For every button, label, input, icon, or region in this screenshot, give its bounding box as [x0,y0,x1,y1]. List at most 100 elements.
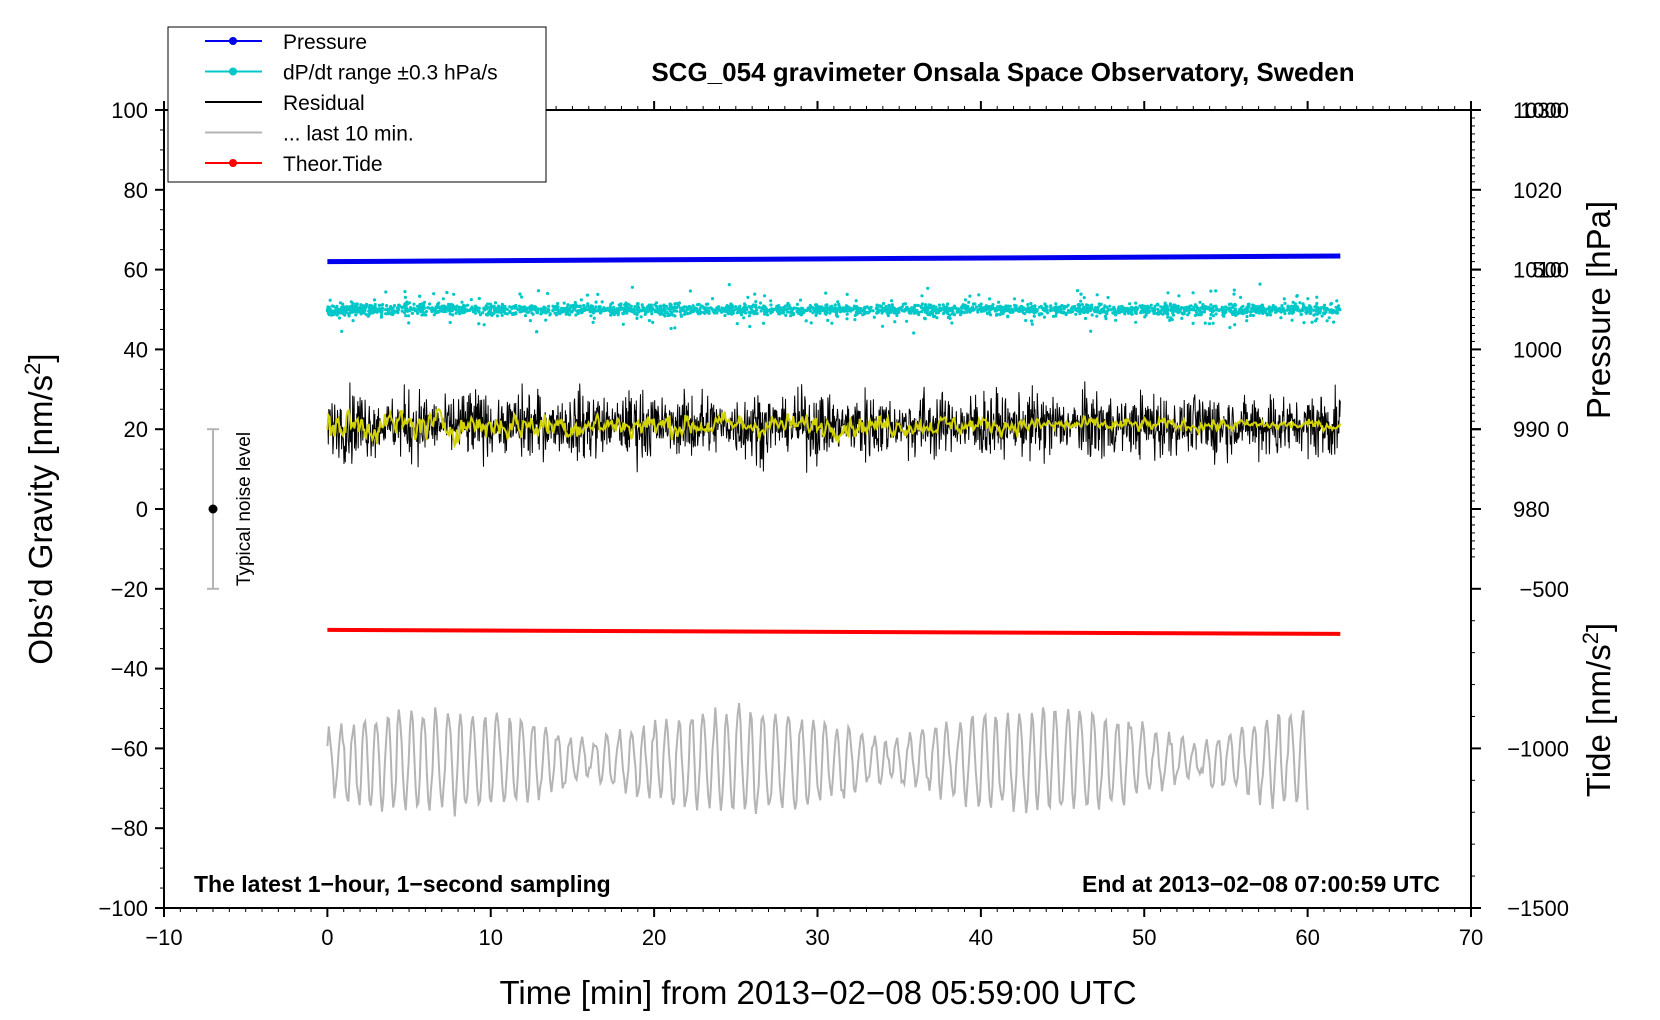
dpdt-point [1065,313,1068,316]
dpdt-point [1265,311,1268,314]
dpdt-point [497,310,500,313]
dpdt-point [1031,323,1034,326]
dpdt-point [689,311,692,314]
tide-tick-label: −1000 [1507,736,1569,761]
dpdt-point [1143,307,1146,310]
dpdt-point [1172,304,1175,307]
y-axis-title-tide-sup: 2 [1578,632,1603,644]
dpdt-point [514,304,517,307]
dpdt-point [942,312,945,315]
dpdt-point [762,322,765,325]
dpdt-point [1282,308,1285,311]
dpdt-point [1067,304,1070,307]
dpdt-point [379,308,382,311]
dpdt-point [1229,307,1232,310]
dpdt-point [520,310,523,313]
dpdt-point [437,310,440,313]
dpdt-point [347,308,350,311]
dpdt-point [1081,307,1084,310]
dpdt-point [746,296,749,299]
y-tick-label: −40 [111,657,148,682]
legend-label: Residual [283,92,365,115]
dpdt-point [1067,309,1070,312]
dpdt-point [866,305,869,308]
dpdt-point [1148,306,1151,309]
dpdt-point [1183,312,1186,315]
dpdt-point [1138,304,1141,307]
dpdt-point [912,331,915,334]
dpdt-point [1249,310,1252,313]
dpdt-point [595,301,598,304]
dpdt-point [461,311,464,314]
dpdt-point [960,306,963,309]
dpdt-point [495,307,498,310]
dpdt-point [644,311,647,314]
dpdt-point [988,297,991,300]
legend-marker [229,37,237,45]
dpdt-point [1095,315,1098,318]
dpdt-point [1098,303,1101,306]
dpdt-point [745,308,748,311]
dpdt-point [938,309,941,312]
dpdt-point [790,310,793,313]
dpdt-point [1209,303,1212,306]
x-tick-label: 70 [1459,925,1483,950]
dpdt-point [1292,307,1295,310]
dpdt-point [989,308,992,311]
dpdt-point [1286,307,1289,310]
dpdt-point [436,303,439,306]
chart-title: SCG_054 gravimeter Onsala Space Observat… [651,57,1354,87]
dpdt-point [763,294,766,297]
dpdt-point [1145,311,1148,314]
dpdt-point [566,310,569,313]
dpdt-point [1261,304,1264,307]
dpdt-point [404,296,407,299]
dpdt-point [1170,306,1173,309]
dpdt-point [477,322,480,325]
series-dpdt [326,283,1342,335]
dpdt-point [548,313,551,316]
dpdt-point [705,303,708,306]
dpdt-point [1296,309,1299,312]
dpdt-point [648,304,651,307]
dpdt-point [769,299,772,302]
dpdt-point [341,303,344,306]
dpdt-point [1033,308,1036,311]
dpdt-point [532,313,535,316]
dpdt-point [460,301,463,304]
dpdt-point [655,301,658,304]
y-tick-label: −80 [111,816,148,841]
dpdt-point [890,306,893,309]
y-tick-label: −60 [111,736,148,761]
dpdt-point [589,310,592,313]
dpdt-point [760,309,763,312]
dpdt-point [1156,303,1159,306]
dpdt-point [810,321,813,324]
dpdt-point [1177,294,1180,297]
dpdt-point [625,312,628,315]
dpdt-point [1081,303,1084,306]
legend: PressuredP/dt range ±0.3 hPa/sResidual..… [168,27,546,182]
dpdt-point [494,301,497,304]
dpdt-point [1127,311,1130,314]
dpdt-point [596,293,599,296]
dpdt-point [1215,312,1218,315]
dpdt-point [1234,304,1237,307]
tide-tick-label: 0 [1557,417,1569,442]
dpdt-point [431,309,434,312]
dpdt-point [696,310,699,313]
dpdt-point [782,306,785,309]
dpdt-point [438,306,441,309]
dpdt-point [1204,322,1207,325]
dpdt-point [1168,319,1171,322]
dpdt-point [406,302,409,305]
dpdt-point [1074,313,1077,316]
dpdt-point [404,314,407,317]
noise-bar-center [209,505,218,514]
dpdt-point [1082,311,1085,314]
dpdt-point [1203,310,1206,313]
dpdt-point [726,304,729,307]
dpdt-point [492,312,495,315]
dpdt-point [566,303,569,306]
dpdt-point [873,316,876,319]
